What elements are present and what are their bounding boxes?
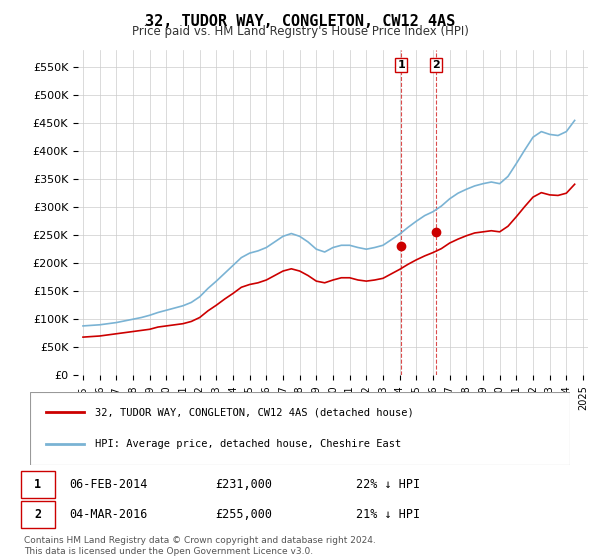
Text: 22% ↓ HPI: 22% ↓ HPI (356, 478, 421, 491)
FancyBboxPatch shape (30, 392, 570, 465)
Text: 32, TUDOR WAY, CONGLETON, CW12 4AS: 32, TUDOR WAY, CONGLETON, CW12 4AS (145, 14, 455, 29)
Text: Contains HM Land Registry data © Crown copyright and database right 2024.
This d: Contains HM Land Registry data © Crown c… (23, 536, 376, 556)
Text: £255,000: £255,000 (215, 508, 272, 521)
Text: 04-MAR-2016: 04-MAR-2016 (69, 508, 147, 521)
FancyBboxPatch shape (21, 470, 55, 498)
Text: £231,000: £231,000 (215, 478, 272, 491)
Text: 2: 2 (432, 60, 440, 70)
Text: 06-FEB-2014: 06-FEB-2014 (69, 478, 147, 491)
Text: 21% ↓ HPI: 21% ↓ HPI (356, 508, 421, 521)
FancyBboxPatch shape (21, 501, 55, 528)
Text: HPI: Average price, detached house, Cheshire East: HPI: Average price, detached house, Ches… (95, 440, 401, 450)
Text: 2: 2 (34, 508, 41, 521)
Text: 1: 1 (397, 60, 405, 70)
Text: Price paid vs. HM Land Registry's House Price Index (HPI): Price paid vs. HM Land Registry's House … (131, 25, 469, 38)
Text: 1: 1 (34, 478, 41, 491)
Text: 32, TUDOR WAY, CONGLETON, CW12 4AS (detached house): 32, TUDOR WAY, CONGLETON, CW12 4AS (deta… (95, 407, 413, 417)
